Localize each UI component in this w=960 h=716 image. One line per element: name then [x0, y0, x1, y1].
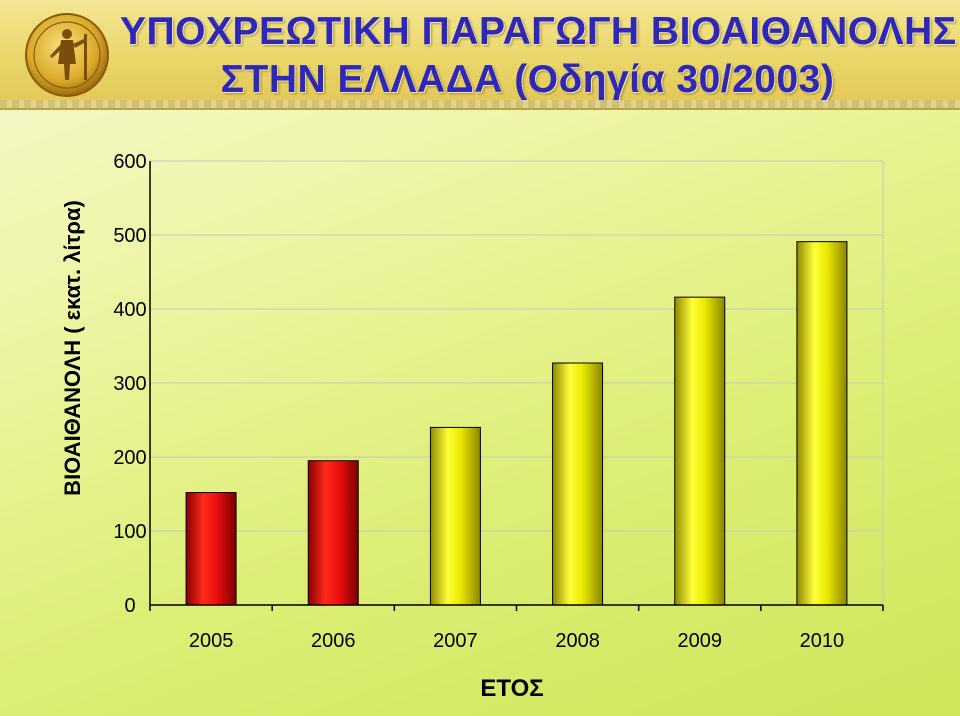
y-tick-label: 200	[113, 447, 146, 469]
title-banner: ΥΠΟΧΡΕΩΤΙΚΗ ΠΑΡΑΓΩΓΗ ΒΙΟΑΙΘΑΝΟΛΗΣ ΣΤΗΝ Ε…	[0, 0, 960, 110]
x-tick-label: 2008	[555, 630, 600, 652]
bar	[674, 296, 726, 606]
tick-labels: 0 100 200 300 400 500 600 2005 2006 2007 2008 2009 2…	[113, 151, 844, 652]
athena-seal-icon	[25, 13, 109, 97]
bar	[552, 362, 604, 606]
bar	[307, 460, 359, 606]
x-tick-label: 2006	[311, 630, 356, 652]
page-title-line-2: ΣΤΗΝ ΕΛΛΑΔΑ (Οδηγία 30/2003)	[220, 58, 835, 101]
bar	[185, 492, 237, 606]
header-divider	[0, 100, 960, 108]
y-tick-label: 0	[124, 595, 135, 617]
y-tick-label: 600	[113, 151, 146, 173]
gridlines	[149, 160, 884, 606]
bars	[185, 241, 848, 606]
x-tick-label: 2010	[800, 630, 845, 652]
x-axis-title: ΕΤΟΣ	[480, 675, 543, 702]
bar-chart: 0 100 200 300 400 500 600 2005 2006 2007 2008 2009 2…	[60, 151, 884, 702]
bar	[796, 241, 848, 606]
y-tick-label: 100	[113, 521, 146, 543]
y-tick-label: 400	[113, 299, 146, 321]
y-tick-label: 500	[113, 225, 146, 247]
y-axis-title: ΒΙΟΑΙΘΑΝΟΛΗ ( εκατ. λίτρα)	[60, 200, 85, 496]
bar	[429, 426, 481, 606]
x-tick-label: 2007	[433, 630, 478, 652]
y-tick-label: 300	[113, 373, 146, 395]
x-tick-label: 2005	[189, 630, 234, 652]
page-title-line-1: ΥΠΟΧΡΕΩΤΙΚΗ ΠΑΡΑΓΩΓΗ ΒΙΟΑΙΘΑΝΟΛΗΣ	[120, 10, 957, 53]
axes	[149, 161, 884, 611]
x-tick-label: 2009	[678, 630, 723, 652]
